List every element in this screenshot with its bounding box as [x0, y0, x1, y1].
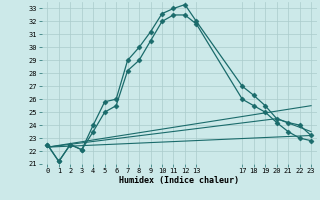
X-axis label: Humidex (Indice chaleur): Humidex (Indice chaleur) [119, 176, 239, 185]
